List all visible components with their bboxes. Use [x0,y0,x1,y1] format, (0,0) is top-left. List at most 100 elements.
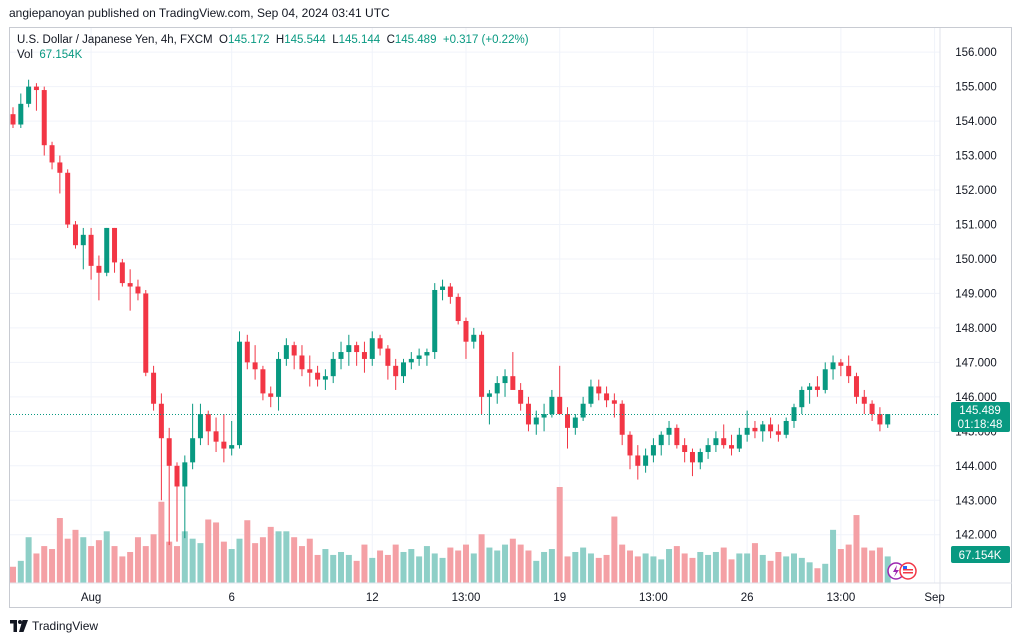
candle-body [416,355,422,359]
volume-bar [447,547,454,583]
legend-change: +0.317 (+0.22%) [442,34,529,46]
candle-body [580,403,586,418]
volume-bar [103,531,110,583]
volume-bar [228,549,235,583]
volume-bar [408,549,415,583]
volume-bar [236,538,243,583]
volume-bar [822,563,829,583]
legend-close-label: C [386,34,395,46]
tradingview-logo[interactable]: TradingView [10,619,98,633]
volume-bar [486,547,493,583]
volume-bar [517,544,524,583]
volume-bar [95,540,102,583]
candle-body [205,414,211,432]
candle-body [510,376,516,390]
time-tick-label: Aug [81,592,101,604]
event-icons[interactable] [887,562,917,580]
candle-body [166,438,172,466]
volume-bar [64,538,71,583]
candle-body [853,376,859,397]
volume-bar [345,554,352,583]
candle-body [861,396,867,404]
candle-body [635,455,641,466]
price-tick-label: 151.000 [955,219,997,231]
volume-bar [41,546,48,583]
legend-ohlc-row: U.S. Dollar / Japanese Yen, 4h, FXCM O14… [17,33,529,48]
price-tick-label: 142.000 [955,530,997,542]
volume-bar [580,547,587,583]
candle-body [385,348,391,366]
volume-bar [80,537,87,583]
legend-symbol: U.S. Dollar / Japanese Yen, 4h, FXCM [17,34,213,46]
candle-body [643,455,649,466]
legend-high-value: 145.544 [284,34,326,46]
volume-bar [861,547,868,583]
volume-bar [17,560,24,583]
volume-bar [509,538,516,583]
candle-body [361,352,367,359]
candle-body [689,452,695,463]
volume-bar [189,538,196,583]
candle-body [869,403,875,415]
price-chart[interactable]: 156.000 155.000 154.000 153.000 152.000 151.0… [10,28,1012,607]
volume-bar [845,544,852,583]
volume-bar [431,553,438,583]
grid-lines [10,28,940,583]
candle-body [65,172,71,225]
candle-body [502,376,508,384]
volume-bar [853,515,860,583]
volume-bar [298,546,305,583]
candle-body [658,434,664,446]
candle-body [799,389,805,408]
volume-bar [736,553,743,583]
tradingview-wordmark: TradingView [32,619,99,633]
candle-body [463,321,469,342]
price-tick-label: 154.000 [955,116,997,128]
price-tick-label: 147.000 [955,357,997,369]
volume-bar [759,554,766,583]
time-tick-label: 13:00 [452,592,481,604]
candle-body [877,414,883,425]
volume-bar [213,522,220,583]
price-tick-label: 148.000 [955,323,997,335]
chart-frame [9,27,1012,608]
volume-bar [814,568,821,583]
volume-bar [361,544,368,583]
volume-bar [197,543,204,583]
candle-body [96,265,102,273]
volume-bar [33,553,40,583]
volume-bar [541,551,548,583]
volume-bar [806,562,813,583]
volume-bar [111,546,118,583]
candle-body [291,345,297,356]
candle-body [807,386,813,390]
volume-bar [673,546,680,583]
candle-body [213,431,219,442]
candle-body [354,345,360,353]
volume-bar [830,529,837,583]
candle-body [315,372,321,380]
candle-body [697,452,703,463]
volume-bar [10,566,16,583]
candle-body [822,369,828,390]
time-tick-label: 12 [366,592,379,604]
candle-body [299,355,305,370]
candle-body [783,420,789,435]
candle-body [80,234,86,246]
us-flag-stripe-2 [903,572,913,574]
price-badge-bg [951,402,1010,432]
candle-body [549,396,555,415]
volume-bar [150,534,157,583]
time-tick-label: 13:00 [639,592,668,604]
price-badge: 145.489 01:18:48 [951,402,1010,432]
candle-body [135,286,141,294]
candle-body [88,234,94,266]
candle-body [471,334,477,342]
volume-badge-value: 67.154K [959,550,1002,562]
candle-body [268,393,274,397]
volume-bar [330,554,337,583]
volume-bar [783,556,790,583]
candle-body [127,283,133,287]
price-badge-price: 145.489 [959,405,1001,417]
candle-body [830,362,836,370]
